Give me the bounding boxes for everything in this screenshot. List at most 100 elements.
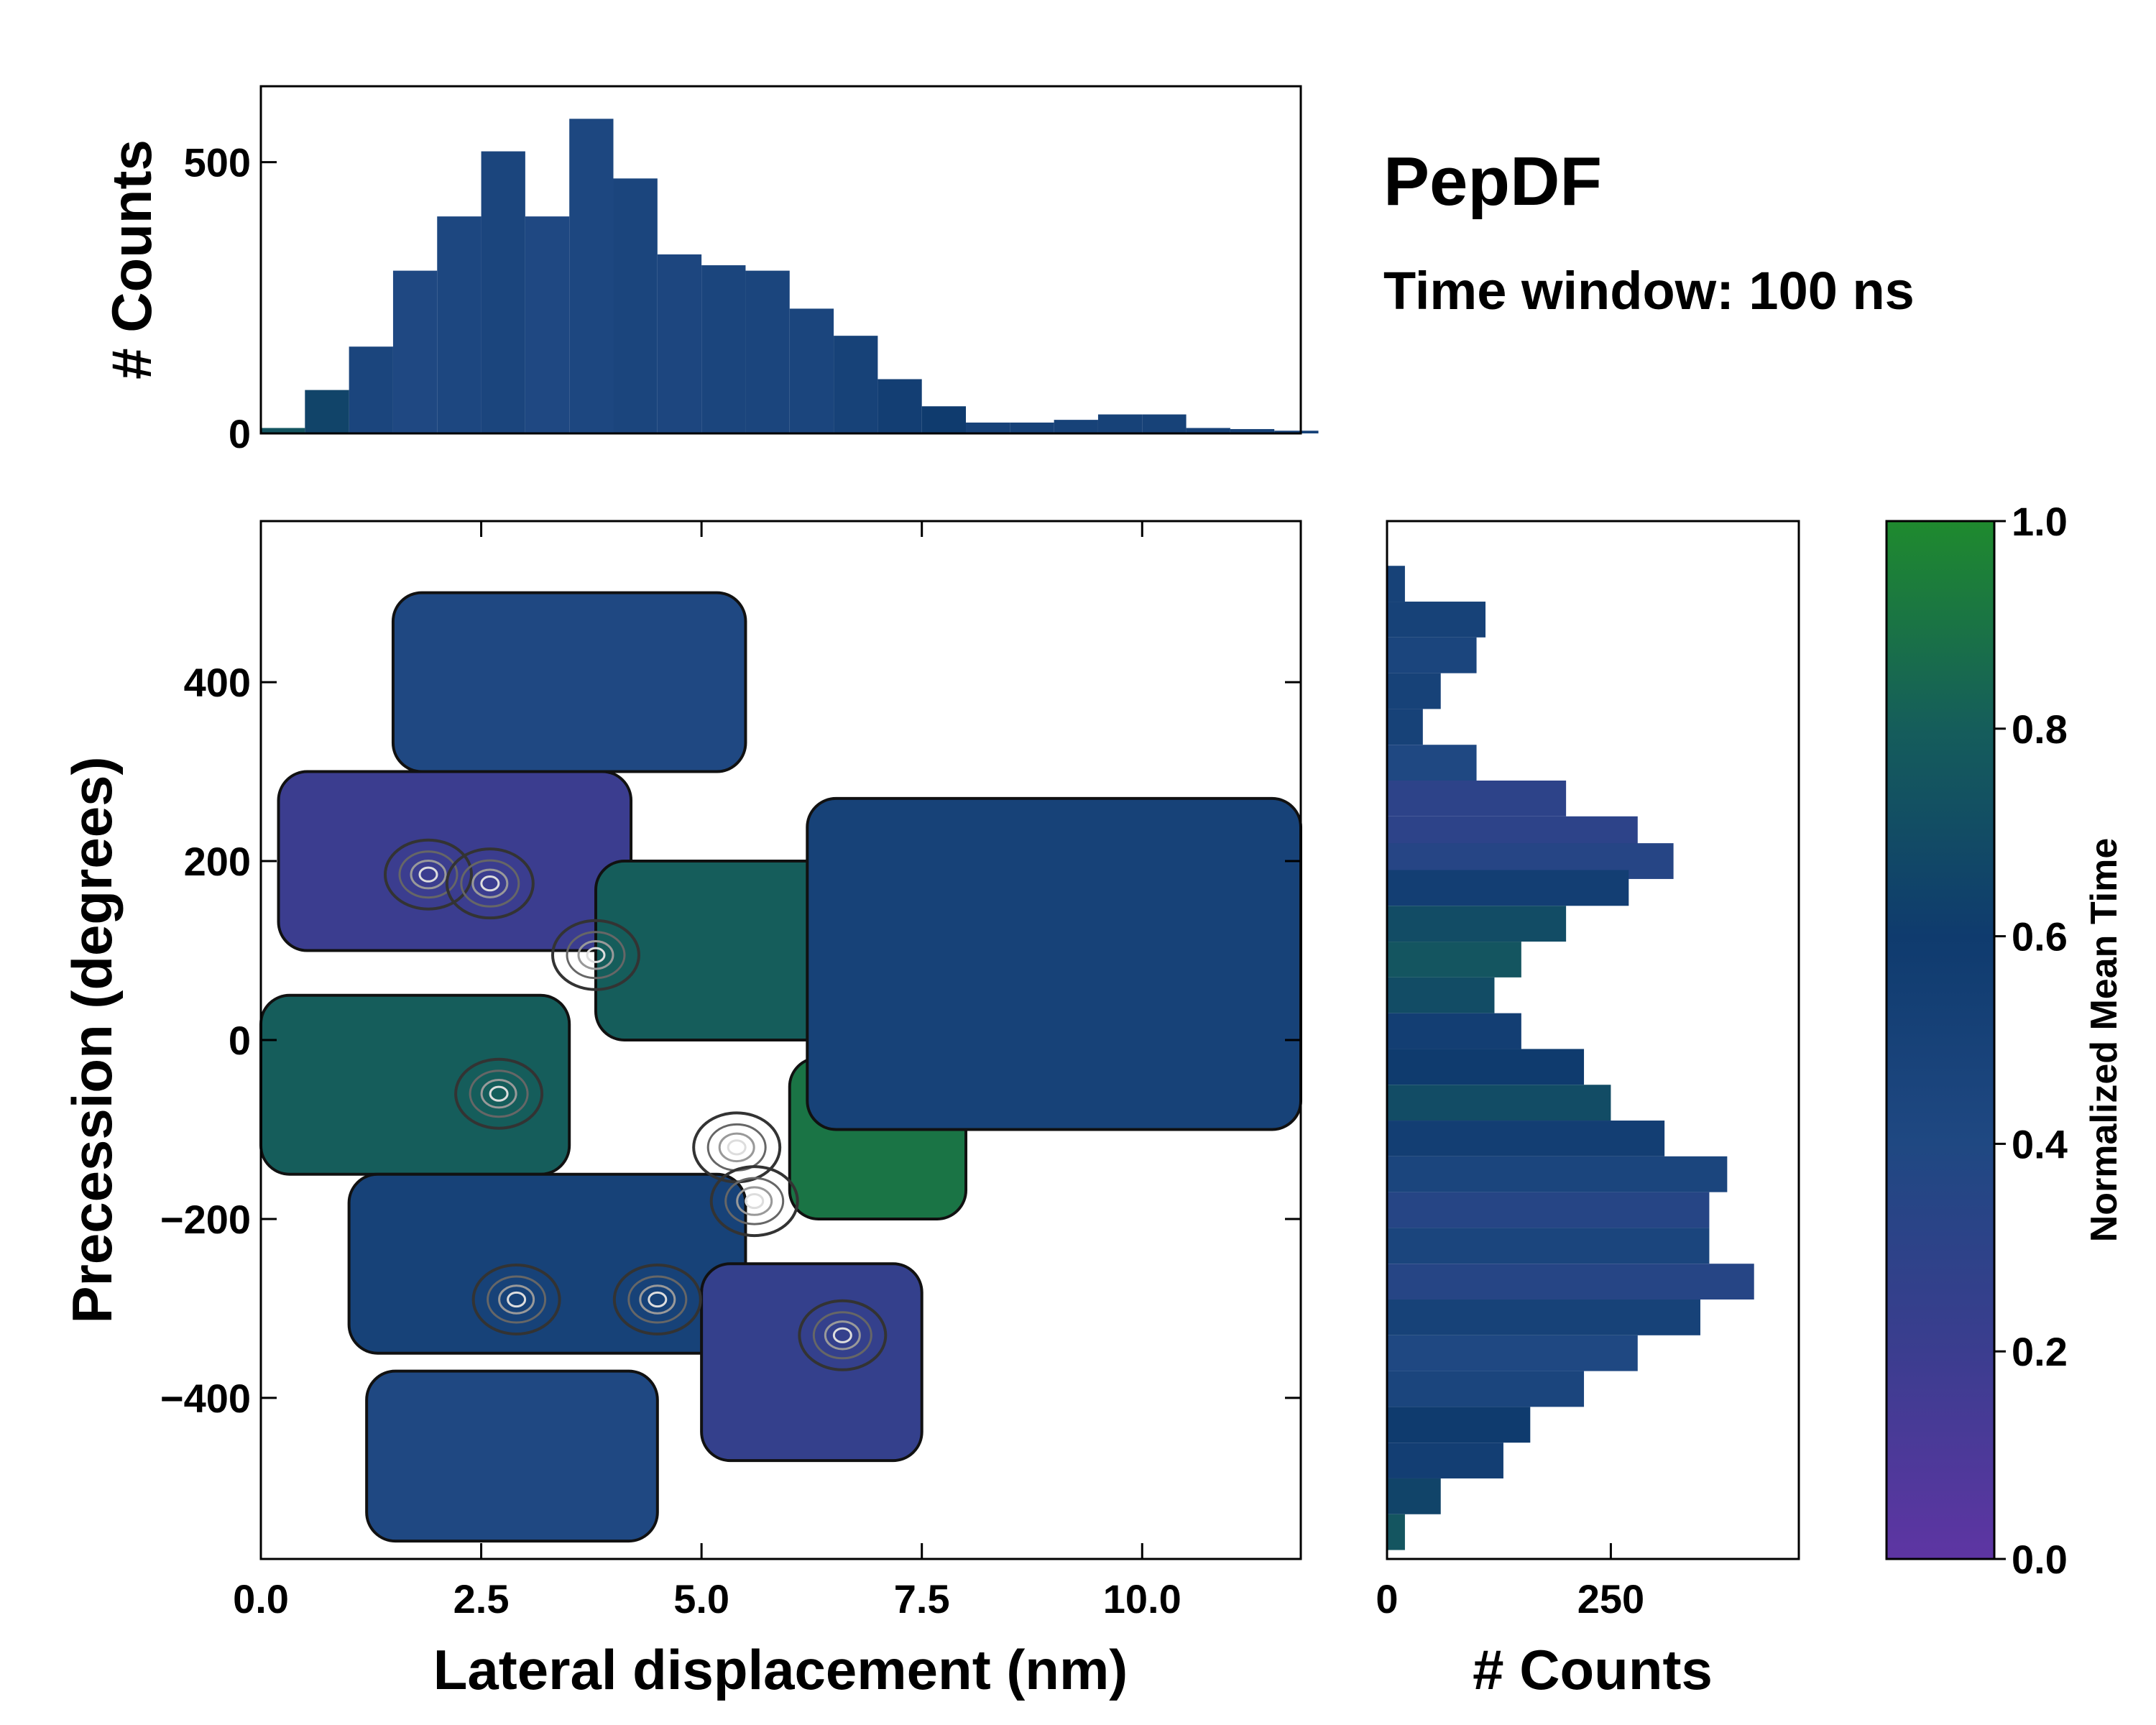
- right-histogram-bar-11: [1387, 942, 1521, 978]
- density-peak-8: [798, 1299, 888, 1371]
- density-contour: [832, 1327, 852, 1343]
- chart-title: PepDF: [1383, 143, 1602, 220]
- right-histogram-bar-6: [1387, 781, 1567, 816]
- top-histogram-bar-5: [481, 151, 525, 433]
- density-contour: [460, 859, 520, 908]
- top-histogram-bar-14: [877, 379, 922, 433]
- right-histogram-bar-1: [1387, 602, 1486, 638]
- main-y-tick-label: 200: [184, 839, 251, 884]
- top-histogram-bar-1: [305, 390, 349, 433]
- density-contour: [812, 1311, 872, 1360]
- density-contour: [471, 1264, 561, 1335]
- right-histogram-bar-2: [1387, 637, 1477, 673]
- main-x-tick-label: 0.0: [233, 1576, 289, 1622]
- right-histogram-bar-21: [1387, 1300, 1700, 1335]
- right-histogram-bar-4: [1387, 709, 1423, 745]
- chart-subtitle: Time window: 100 ns: [1383, 261, 1915, 321]
- colorbar-tick-label: 0.6: [2012, 914, 2068, 960]
- density-contour: [498, 1284, 535, 1315]
- density-contour: [706, 1123, 767, 1172]
- density-peak-5: [709, 1165, 799, 1238]
- density-contour: [692, 1111, 782, 1184]
- heatmap-region-7: [365, 1369, 659, 1543]
- top-histogram-bar-0: [261, 428, 305, 433]
- top-histogram-bar-8: [613, 178, 658, 433]
- heatmap-region-1: [391, 591, 747, 773]
- top-histogram-bar-2: [349, 346, 393, 433]
- right-histogram-bar-17: [1387, 1156, 1728, 1192]
- colorbar-ticks: 0.0 0.2 0.4 0.6 0.8 1.0: [1994, 499, 2068, 1582]
- density-contour: [550, 919, 640, 991]
- density-contour: [612, 1264, 702, 1335]
- top-histogram-bar-19: [1097, 414, 1143, 433]
- top-histogram-bar-11: [745, 270, 790, 433]
- heatmap-region-6: [700, 1262, 923, 1463]
- main-y-ticks: −400 −200 0 200 400: [160, 660, 1301, 1421]
- right-x-label: # Counts: [1473, 1638, 1713, 1701]
- heatmap-region-3: [259, 993, 571, 1176]
- top-histogram: 0 500 # Counts: [100, 85, 1319, 456]
- colorbar-tick-label: 0.4: [2012, 1121, 2068, 1167]
- density-contour: [727, 1139, 747, 1156]
- colorbar-tick-label: 0.2: [2012, 1329, 2068, 1374]
- top-y-tick-label: 500: [184, 140, 251, 185]
- colorbar-gradient: [1885, 520, 1996, 1560]
- density-contour: [489, 1085, 509, 1102]
- main-x-tick-label: 2.5: [453, 1576, 510, 1622]
- density-contour: [454, 1057, 544, 1130]
- right-histogram-bar-12: [1387, 977, 1495, 1013]
- colorbar-tick-label: 1.0: [2012, 499, 2068, 544]
- main-y-label: Precession (degrees): [60, 756, 124, 1323]
- density-contour: [471, 868, 509, 898]
- density-contour: [480, 875, 500, 892]
- right-x-tick-label: 0: [1376, 1576, 1398, 1622]
- top-histogram-bar-18: [1054, 420, 1098, 433]
- top-histogram-bar-6: [525, 216, 570, 433]
- density-peaks: [383, 838, 888, 1371]
- density-contour: [507, 1291, 527, 1308]
- main-x-tick-label: 5.0: [673, 1576, 729, 1622]
- density-contour: [627, 1275, 688, 1324]
- top-histogram-bar-3: [392, 270, 438, 433]
- density-contour: [577, 940, 614, 970]
- right-histogram-bar-0: [1387, 566, 1405, 602]
- right-x-ticks: 0 250: [1376, 1543, 1644, 1622]
- density-contour: [566, 931, 626, 980]
- right-histogram-bar-24: [1387, 1407, 1531, 1443]
- right-histogram-bar-23: [1387, 1371, 1585, 1407]
- colorbar-tick-label: 0.8: [2012, 707, 2068, 752]
- top-histogram-bar-15: [921, 406, 967, 433]
- density-contour: [648, 1291, 668, 1308]
- density-peak-6: [471, 1264, 561, 1335]
- density-contour: [639, 1284, 676, 1315]
- heatmap-region-8: [806, 796, 1302, 1131]
- right-histogram-bar-10: [1387, 906, 1567, 942]
- density-contour: [410, 860, 447, 890]
- colorbar-tick-label: 0.0: [2012, 1537, 2068, 1582]
- density-contour: [709, 1165, 799, 1238]
- main-x-tick-label: 10.0: [1103, 1576, 1181, 1622]
- top-histogram-bars: [261, 119, 1319, 433]
- density-contour: [398, 850, 459, 899]
- right-histogram-bar-5: [1387, 745, 1477, 781]
- right-histogram-bar-27: [1387, 1514, 1405, 1550]
- top-histogram-bar-16: [966, 422, 1010, 433]
- density-peak-1: [445, 847, 535, 920]
- right-histogram-bar-14: [1387, 1049, 1585, 1085]
- right-histogram-bar-15: [1387, 1085, 1611, 1121]
- right-histogram-bar-16: [1387, 1121, 1665, 1156]
- main-y-tick-label: 400: [184, 660, 251, 705]
- density-contour: [798, 1299, 888, 1371]
- top-histogram-bar-10: [701, 265, 746, 433]
- top-histogram-bar-13: [834, 336, 878, 433]
- density-peak-0: [383, 838, 473, 911]
- main-heatmap: 0.0 2.5 5.0 7.5 10.0 −400 −200 0 200 400 Lateral…: [60, 520, 1302, 1701]
- right-histogram-bar-20: [1387, 1264, 1754, 1300]
- density-contour: [718, 1132, 755, 1163]
- right-histogram-bar-26: [1387, 1478, 1441, 1514]
- right-histogram-bars: [1387, 566, 1754, 1550]
- density-contour: [824, 1320, 861, 1351]
- right-histogram-bar-22: [1387, 1335, 1638, 1371]
- right-histogram-frame: [1386, 520, 1800, 1560]
